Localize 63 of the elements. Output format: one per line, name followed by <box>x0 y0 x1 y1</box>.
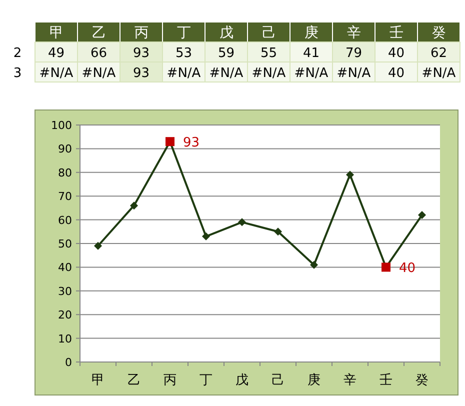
y-tick-label: 70 <box>58 190 72 204</box>
data-label: 40 <box>388 46 405 61</box>
text: #N/A <box>82 66 116 81</box>
y-tick-label: 0 <box>65 356 72 369</box>
y-tick-label: 10 <box>58 332 72 346</box>
x-tick-label: 癸 <box>416 373 428 388</box>
x-tick-label: 乙 <box>92 25 106 41</box>
text: #N/A <box>336 66 371 81</box>
data-label: 93 <box>183 136 200 151</box>
data-label: 49 <box>48 46 65 61</box>
y-tick-label: 90 <box>58 142 72 156</box>
point <box>238 218 246 226</box>
y-tick-label: 20 <box>58 308 72 322</box>
x-tick-label: 丙 <box>134 25 148 41</box>
x-tick-label: 戊 <box>236 373 248 388</box>
data-label: 66 <box>90 46 108 61</box>
point <box>274 228 282 236</box>
y-tick-label: 100 <box>51 119 72 132</box>
data-label: 40 <box>399 261 416 276</box>
x-tick-label: 甲 <box>92 373 104 388</box>
data-label: 40 <box>388 66 405 81</box>
y-tick-label: 30 <box>58 284 72 298</box>
data-label: 55 <box>260 46 278 61</box>
text: #N/A <box>294 66 328 81</box>
point <box>418 211 426 220</box>
x-tick-label: 辛 <box>346 25 361 41</box>
x-tick-label: 癸 <box>432 25 446 41</box>
point <box>130 202 138 210</box>
point <box>310 260 318 269</box>
data-label: 62 <box>430 46 448 61</box>
y-tick-label: 50 <box>58 238 72 250</box>
point <box>346 170 354 179</box>
x-tick-label: 壬 <box>380 373 392 388</box>
y-tick-label: 2 <box>13 46 22 61</box>
x-tick-label: 辛 <box>344 373 356 388</box>
point <box>202 232 210 240</box>
data-label: 93 <box>132 66 150 81</box>
data-label: 79 <box>345 46 362 61</box>
x-tick-label: 甲 <box>49 25 64 41</box>
x-tick-label: 戊 <box>219 25 234 41</box>
x-tick-label: 丁 <box>176 25 191 41</box>
x-tick-label: 丁 <box>200 373 212 388</box>
x-tick-label: 壬 <box>389 25 404 41</box>
text: #N/A <box>422 66 456 81</box>
x-tick-label: 己 <box>262 25 276 41</box>
text: #N/A <box>39 66 74 81</box>
y-tick-label: 3 <box>13 66 22 81</box>
y-tick-label: 40 <box>58 261 72 274</box>
data-label: 53 <box>175 46 192 61</box>
x-tick-label: 乙 <box>128 373 140 388</box>
x-tick-label: 己 <box>272 373 284 388</box>
x-tick-label: 庚 <box>304 25 318 41</box>
text: #N/A <box>252 66 286 81</box>
y-tick-label: 80 <box>58 166 72 180</box>
text: #N/A <box>166 66 201 81</box>
text: #N/A <box>209 66 244 81</box>
x-tick-label: 丙 <box>164 373 176 388</box>
y-tick-label: 60 <box>58 214 72 227</box>
x-tick-label: 庚 <box>308 373 320 388</box>
point <box>94 242 102 250</box>
data-label: 41 <box>302 46 320 61</box>
data-label: 93 <box>132 46 150 61</box>
data-label: 59 <box>218 46 235 61</box>
